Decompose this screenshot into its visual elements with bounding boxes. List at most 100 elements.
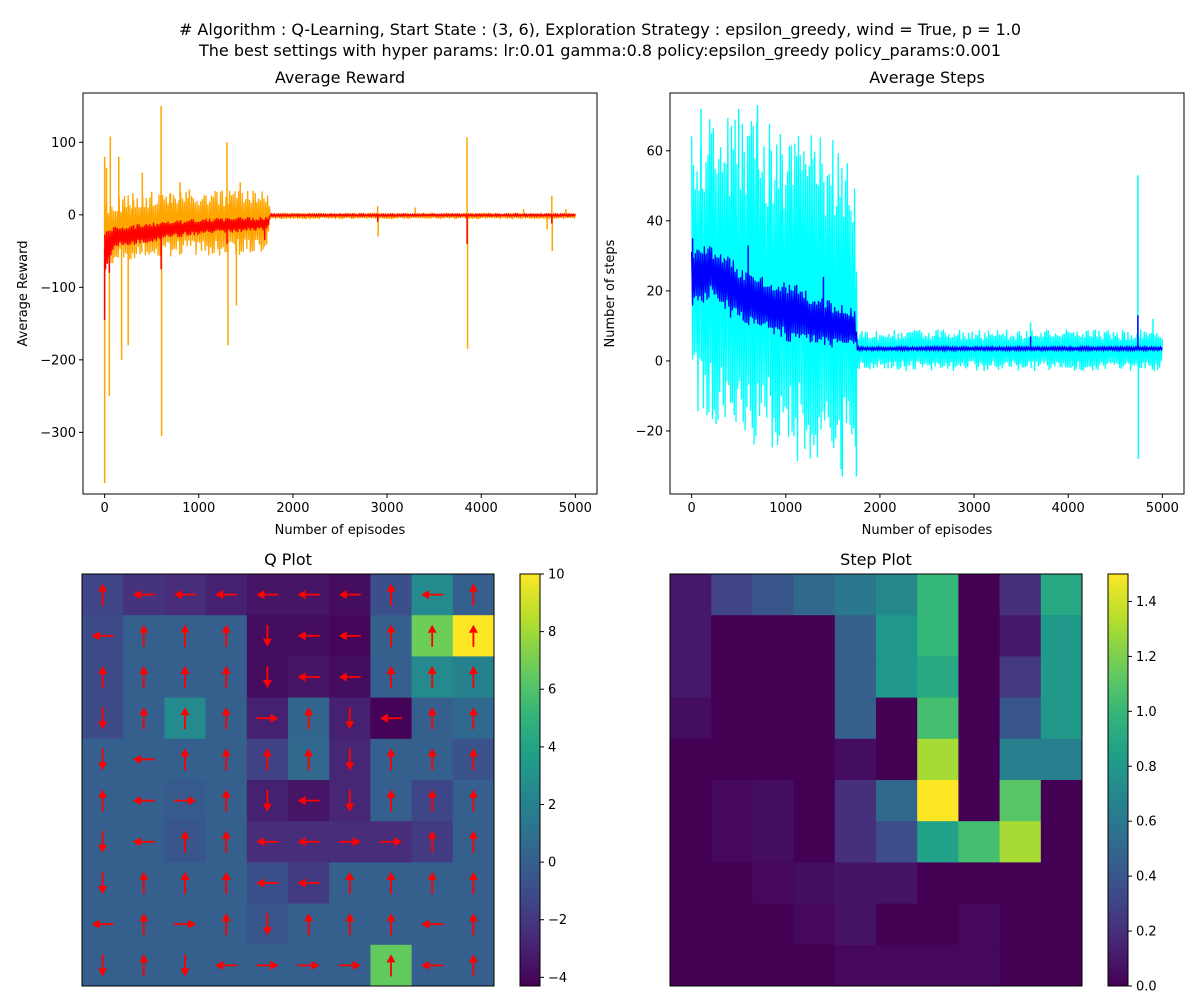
step-plot-cell-r9-c8 [999,944,1042,987]
arrow-up-icon [386,954,396,977]
arrow-head [386,872,396,880]
arrow-head [180,624,190,633]
average-steps-title: Average Steps [869,68,985,87]
arrow-right-icon [338,960,361,970]
arrow-head [221,624,231,633]
step-plot-cell-r1-c5 [876,615,918,657]
average-reward-series-1-line [104,212,576,270]
arrow-up-icon [98,583,108,606]
arrow-head [132,796,141,806]
arrow-head [98,789,108,798]
step-plot-cell-r3-c1 [711,697,753,740]
arrow-head [132,837,141,847]
average-steps-xtick-label: 5000 [1146,501,1179,516]
arrow-up-icon [221,666,231,688]
q-plot-frame [81,573,495,987]
step-plot-colorbar-tick-label: 0.0 [1136,980,1157,995]
arrow-head [338,631,347,641]
arrow-head [386,954,396,963]
arrow-left-icon [215,590,238,600]
step-plot-cell-r8-c9 [1040,903,1083,946]
step-plot-cell-r4-c2 [752,738,795,781]
average-reward-axes-frame [82,92,598,495]
arrow-up-icon [139,954,149,977]
arrow-left-icon [297,631,320,641]
arrow-head [221,707,231,716]
step-plot-cell-r1-c0 [670,615,712,657]
step-plot-cell-r0-c2 [752,574,795,616]
step-plot-cell-r0-c4 [834,574,877,616]
arrow-down-icon [262,789,272,812]
arrow-right-icon [338,837,361,847]
step-plot-cell-r7-c8 [999,862,1042,905]
arrow-up-icon [386,913,396,936]
suptitle-line-2: The best settings with hyper params: lr:… [198,41,1001,61]
step-plot-cell-r0-c3 [793,574,836,616]
average-steps-ytick-label: −20 [636,424,663,439]
step-plot-cell-r4-c6 [917,738,959,781]
step-plot-cell-r5-c2 [752,780,795,822]
step-plot-cell-r4-c9 [1040,738,1083,781]
arrow-left-icon [132,754,155,764]
step-plot-cell-r2-c6 [917,656,959,699]
average-reward-xtick-label: 4000 [465,501,498,516]
q-plot-colorbar [519,573,541,987]
arrow-head [221,666,231,674]
step-plot-cell-r7-c5 [876,862,918,905]
step-plot-cell-r4-c0 [670,738,712,781]
arrow-head [427,624,437,633]
arrow-head [215,960,224,970]
arrow-up-icon [468,624,478,647]
step-plot-cell-r0-c0 [670,574,712,616]
step-plot-cell-r7-c1 [711,862,753,905]
step-plot-cell-r2-c7 [958,656,1001,699]
arrow-down-icon [345,789,355,812]
arrow-up-icon [468,872,478,894]
arrow-head [386,789,396,798]
step-plot-cell-r6-c6 [917,821,959,863]
q-plot-colorbar-tick-label: 0 [548,856,556,871]
arrow-right-icon [256,713,279,723]
step-plot-cell-r2-c9 [1040,656,1083,699]
arrow-head [262,748,272,757]
average-steps-ylabel: Number of steps [603,239,618,347]
arrow-head [386,913,396,922]
step-plot-cell-r7-c6 [917,862,959,905]
step-plot-cell-r1-c6 [917,615,959,657]
arrow-head [297,672,306,682]
step-plot-cell-r9-c5 [876,944,918,987]
average-reward-title: Average Reward [275,68,405,87]
arrow-head [139,624,149,633]
arrow-up-icon [221,707,231,730]
arrow-head [256,878,265,888]
arrow-head [91,919,100,929]
arrow-up-icon [468,830,478,853]
arrow-up-icon [98,666,108,688]
arrow-head [256,590,265,600]
step-plot-cell-r5-c8 [999,780,1042,822]
step-plot-cell-r6-c3 [793,821,836,863]
arrow-up-icon [139,913,149,936]
step-plot-cell-r0-c8 [999,574,1042,616]
arrow-head [262,803,272,812]
arrow-head [311,960,320,970]
average-steps-xtick-label: 1000 [769,501,802,516]
step-plot-cell-r3-c9 [1040,697,1083,740]
average-steps-ytick-label: 60 [646,144,663,159]
step-plot-cell-r0-c9 [1040,574,1083,616]
step-plot-cell-r3-c8 [999,697,1042,740]
step-plot-cell-r5-c1 [711,780,753,822]
q-plot-colorbar-tick-label: 4 [548,740,556,755]
arrow-head [386,748,396,757]
arrow-head [256,837,265,847]
step-plot-cell-r6-c7 [958,821,1001,863]
arrow-head [468,748,478,757]
arrow-down-icon [98,872,108,894]
arrow-up-icon [468,789,478,812]
step-plot-cell-r9-c3 [793,944,836,987]
average-steps-ytick-label: 20 [646,284,663,299]
arrow-left-icon [215,960,238,970]
step-plot-cell-r2-c8 [999,656,1042,699]
arrow-head [394,837,402,847]
